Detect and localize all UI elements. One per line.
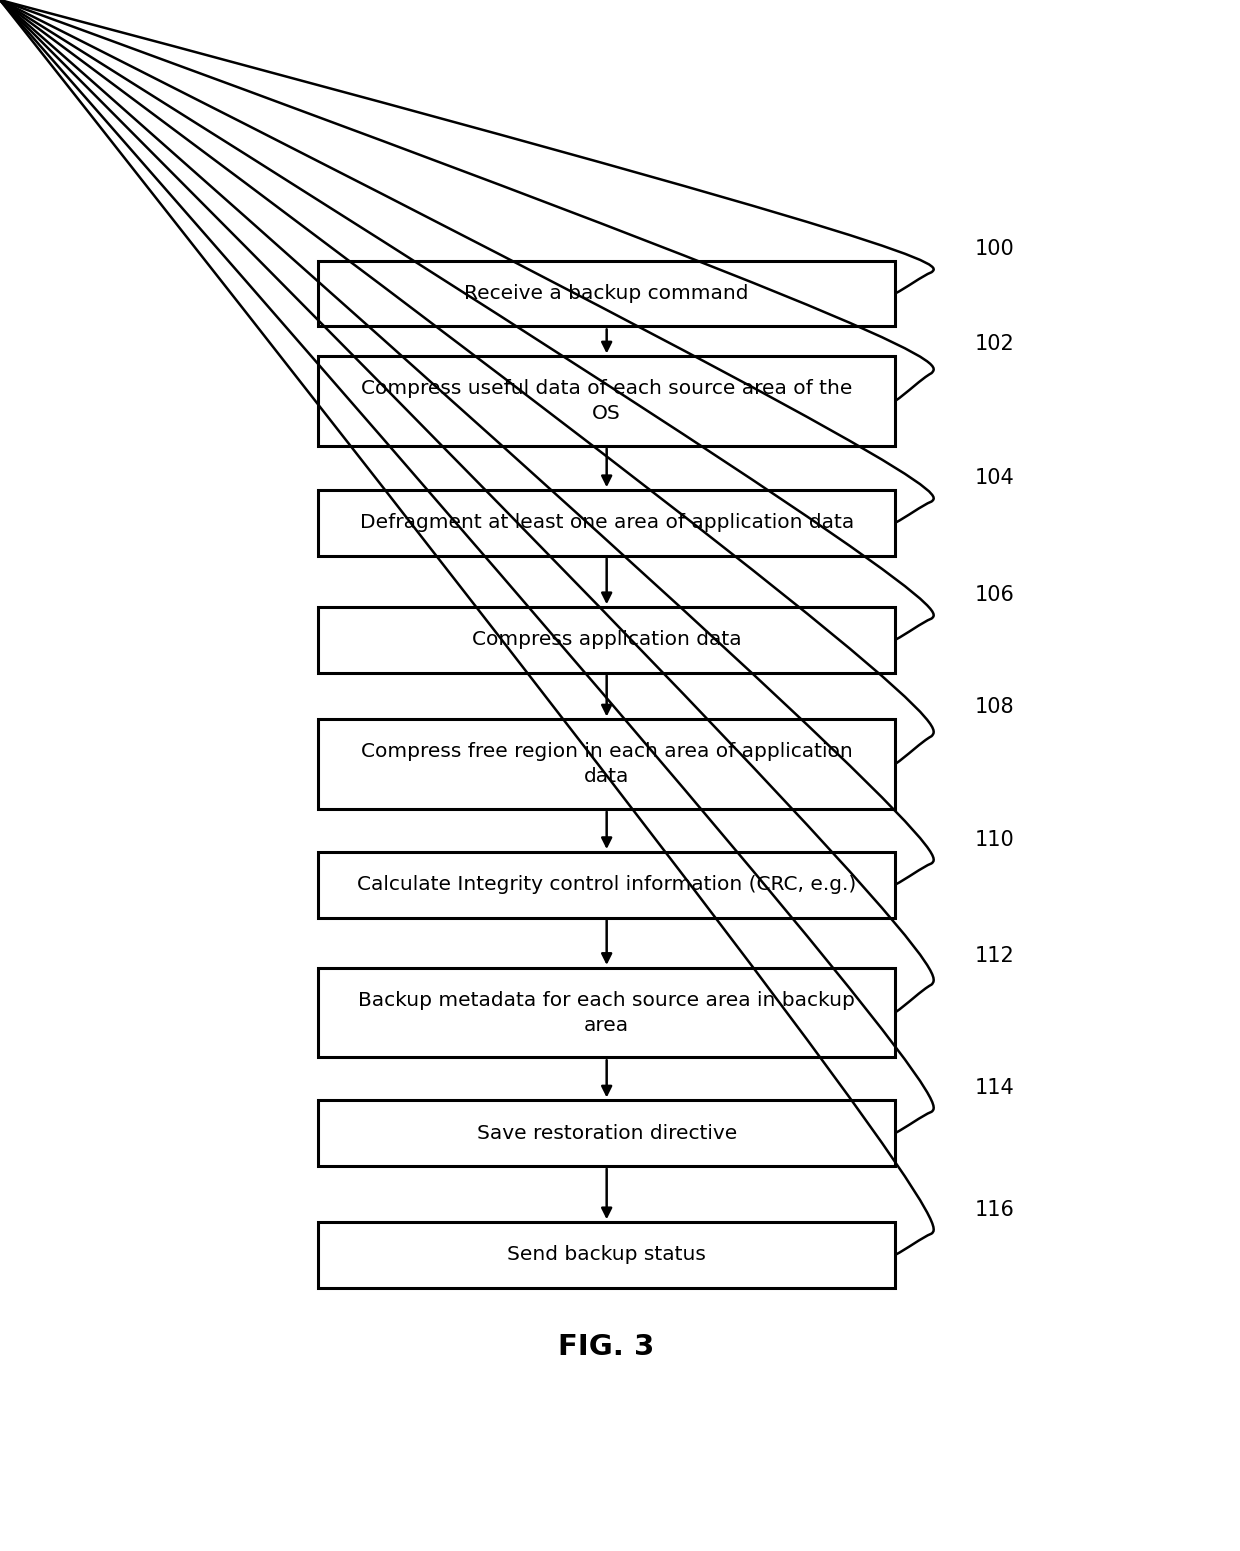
Text: Compress application data: Compress application data xyxy=(472,630,742,650)
Text: Receive a backup command: Receive a backup command xyxy=(465,284,749,302)
Bar xyxy=(319,606,895,673)
Text: Send backup status: Send backup status xyxy=(507,1245,706,1264)
Text: Backup metadata for each source area in backup
area: Backup metadata for each source area in … xyxy=(358,991,856,1035)
Text: 108: 108 xyxy=(975,698,1014,718)
Text: 116: 116 xyxy=(975,1200,1014,1221)
Bar xyxy=(319,261,895,326)
Text: 112: 112 xyxy=(975,946,1014,966)
Bar xyxy=(319,357,895,445)
Text: Compress free region in each area of application
data: Compress free region in each area of app… xyxy=(361,741,853,786)
Bar xyxy=(319,720,895,810)
Text: 100: 100 xyxy=(975,239,1014,259)
Text: Calculate Integrity control information (CRC, e.g.): Calculate Integrity control information … xyxy=(357,875,857,895)
Text: 110: 110 xyxy=(975,830,1014,850)
Bar xyxy=(319,1100,895,1166)
Text: Defragment at least one area of application data: Defragment at least one area of applicat… xyxy=(360,513,854,532)
Text: Compress useful data of each source area of the
OS: Compress useful data of each source area… xyxy=(361,378,852,423)
Text: 102: 102 xyxy=(975,335,1014,354)
Bar xyxy=(319,851,895,918)
Text: Save restoration directive: Save restoration directive xyxy=(476,1123,737,1143)
Text: 104: 104 xyxy=(975,468,1014,489)
Bar xyxy=(319,1222,895,1287)
Text: 106: 106 xyxy=(975,585,1014,605)
Bar xyxy=(319,490,895,555)
Bar xyxy=(319,968,895,1058)
Text: 114: 114 xyxy=(975,1078,1014,1098)
Text: FIG. 3: FIG. 3 xyxy=(558,1332,655,1360)
